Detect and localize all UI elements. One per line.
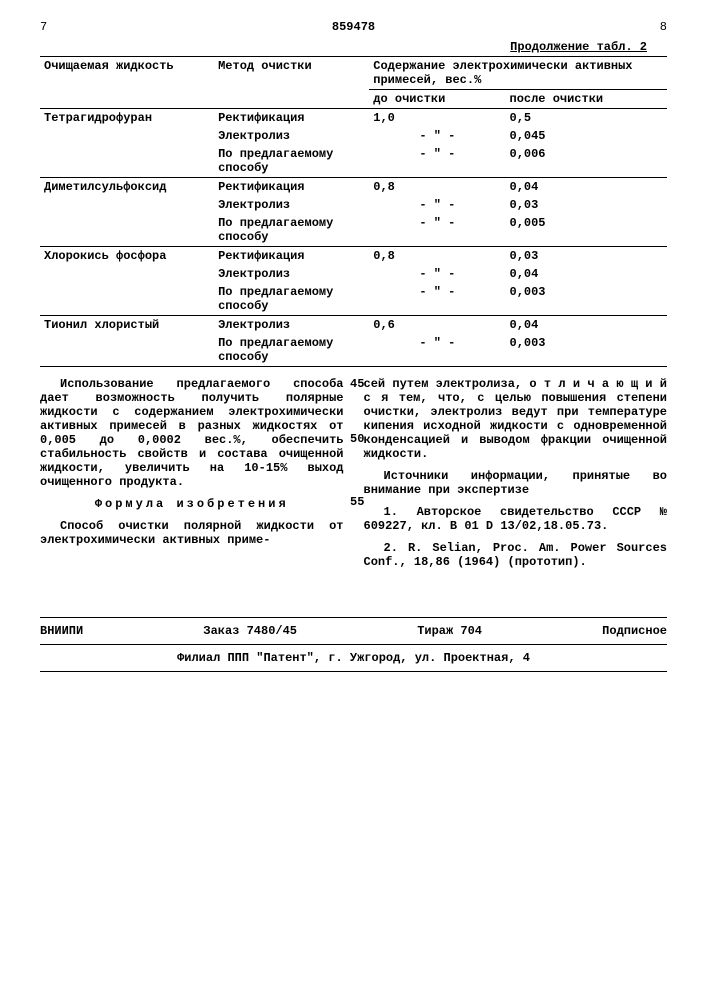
left-column: Использование предлагаемого способа дает… bbox=[40, 377, 344, 577]
th-before: до очистки bbox=[369, 90, 505, 109]
table-header-row: Очищаемая жидкость Метод очистки Содержа… bbox=[40, 57, 667, 90]
th-liquid: Очищаемая жидкость bbox=[40, 57, 214, 109]
header-row: 7 859478 8 bbox=[40, 20, 667, 34]
table-row: По предлагаемому способу - " - 0,003 bbox=[40, 334, 667, 367]
cell-before: - " - bbox=[369, 214, 505, 247]
cell-liquid: Хлорокись фосфора bbox=[40, 247, 214, 266]
cell-after: 0,04 bbox=[506, 316, 668, 335]
cell-before: - " - bbox=[369, 283, 505, 316]
cell-before: 1,0 bbox=[369, 109, 505, 128]
table-row: Тионил хлористый Электролиз 0,6 0,04 bbox=[40, 316, 667, 335]
cell-after: 0,04 bbox=[506, 178, 668, 197]
table-row: Электролиз - " - 0,045 bbox=[40, 127, 667, 145]
sources-title: Источники информации, принятые во вниман… bbox=[364, 469, 668, 497]
cell-method: Ректификация bbox=[214, 247, 369, 266]
right-column: сей путем электролиза, о т л и ч а ю щ и… bbox=[364, 377, 668, 577]
footer-tirage: Тираж 704 bbox=[417, 624, 482, 638]
table-row: Диметилсульфоксид Ректификация 0,8 0,04 bbox=[40, 178, 667, 197]
body-left-p1: Использование предлагаемого способа дает… bbox=[40, 377, 344, 489]
body-left-p2: Способ очистки полярной жидкости от элек… bbox=[40, 519, 344, 547]
cell-liquid: Диметилсульфоксид bbox=[40, 178, 214, 197]
table-row: По предлагаемому способу - " - 0,005 bbox=[40, 214, 667, 247]
footer-addr: Филиал ППП "Патент", г. Ужгород, ул. Про… bbox=[177, 651, 530, 665]
th-method: Метод очистки bbox=[214, 57, 369, 109]
cell-after: 0,5 bbox=[506, 109, 668, 128]
th-after: после очистки bbox=[506, 90, 668, 109]
cell-after: 0,003 bbox=[506, 334, 668, 367]
cell-method: Электролиз bbox=[214, 316, 369, 335]
page-right: 8 bbox=[660, 20, 667, 34]
line-num-55: 55 bbox=[350, 495, 364, 509]
th-content: Содержание электрохимически активных при… bbox=[369, 57, 667, 90]
line-num-50: 50 bbox=[350, 432, 364, 446]
cell-method: Электролиз bbox=[214, 196, 369, 214]
footer-order: Заказ 7480/45 bbox=[203, 624, 297, 638]
cell-before: 0,6 bbox=[369, 316, 505, 335]
cell-before: - " - bbox=[369, 127, 505, 145]
table-row: По предлагаемому способу - " - 0,006 bbox=[40, 145, 667, 178]
cell-liquid: Тетрагидрофуран bbox=[40, 109, 214, 128]
table-row: Электролиз - " - 0,03 bbox=[40, 196, 667, 214]
table-caption: Продолжение табл. 2 bbox=[40, 40, 667, 54]
page-left: 7 bbox=[40, 20, 47, 34]
cell-after: 0,005 bbox=[506, 214, 668, 247]
cell-after: 0,03 bbox=[506, 247, 668, 266]
source-1: 1. Авторское свидетельство СССР № 609227… bbox=[364, 505, 668, 533]
footer-row-2: Филиал ППП "Патент", г. Ужгород, ул. Про… bbox=[40, 645, 667, 672]
body-right-p1: сей путем электролиза, о т л и ч а ю щ и… bbox=[364, 377, 668, 461]
formula-title: Формула изобретения bbox=[40, 497, 344, 511]
cell-before: - " - bbox=[369, 196, 505, 214]
footer-row-1: ВНИИПИ Заказ 7480/45 Тираж 704 Подписное bbox=[40, 617, 667, 645]
cell-after: 0,04 bbox=[506, 265, 668, 283]
line-num-45: 45 bbox=[350, 377, 364, 391]
footer-sub: Подписное bbox=[602, 624, 667, 638]
data-table: Очищаемая жидкость Метод очистки Содержа… bbox=[40, 56, 667, 367]
cell-method: Электролиз bbox=[214, 265, 369, 283]
cell-method: Электролиз bbox=[214, 127, 369, 145]
cell-method: По предлагаемому способу bbox=[214, 214, 369, 247]
cell-before: - " - bbox=[369, 265, 505, 283]
table-row: Тетрагидрофуран Ректификация 1,0 0,5 bbox=[40, 109, 667, 128]
cell-method: Ректификация bbox=[214, 178, 369, 197]
cell-before: 0,8 bbox=[369, 178, 505, 197]
cell-method: Ректификация bbox=[214, 109, 369, 128]
cell-after: 0,006 bbox=[506, 145, 668, 178]
cell-before: - " - bbox=[369, 334, 505, 367]
cell-method: По предлагаемому способу bbox=[214, 283, 369, 316]
cell-before: - " - bbox=[369, 145, 505, 178]
cell-before: 0,8 bbox=[369, 247, 505, 266]
cell-method: По предлагаемому способу bbox=[214, 145, 369, 178]
cell-liquid: Тионил хлористый bbox=[40, 316, 214, 335]
doc-number: 859478 bbox=[332, 20, 375, 34]
table-row: По предлагаемому способу - " - 0,003 bbox=[40, 283, 667, 316]
cell-after: 0,03 bbox=[506, 196, 668, 214]
source-2: 2. R. Selian, Proc. Am. Power Sources Co… bbox=[364, 541, 668, 569]
body-text: 45 50 55 Использование предлагаемого спо… bbox=[40, 377, 667, 577]
table-row: Хлорокись фосфора Ректификация 0,8 0,03 bbox=[40, 247, 667, 266]
table-row: Электролиз - " - 0,04 bbox=[40, 265, 667, 283]
cell-after: 0,045 bbox=[506, 127, 668, 145]
footer-org: ВНИИПИ bbox=[40, 624, 83, 638]
cell-after: 0,003 bbox=[506, 283, 668, 316]
cell-method: По предлагаемому способу bbox=[214, 334, 369, 367]
